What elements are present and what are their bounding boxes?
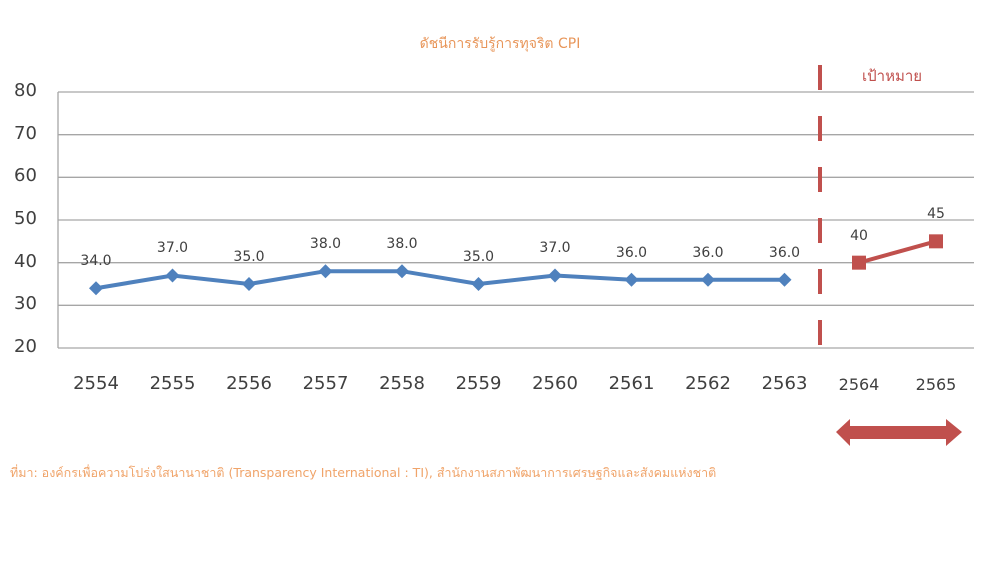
series-actual-line — [89, 264, 792, 296]
x-tick-label: 2559 — [455, 373, 502, 394]
data-point-marker — [929, 234, 943, 249]
chart-title: ดัชนีการรับรู้การทุจริต CPI — [419, 36, 581, 52]
y-tick-label: 40 — [14, 250, 37, 272]
data-label: 34.0 — [80, 253, 112, 270]
x-tick-label: 2558 — [379, 373, 425, 394]
data-label: 35.0 — [233, 249, 265, 265]
x-tick-label: 2557 — [302, 373, 349, 394]
y-tick-label: 50 — [14, 208, 37, 229]
data-label: 40 — [850, 227, 868, 244]
data-label: 36.0 — [615, 244, 648, 261]
data-point-marker — [165, 268, 180, 283]
y-tick-label: 20 — [14, 336, 37, 357]
data-label: 38.0 — [309, 236, 342, 253]
x-tick-label: 2555 — [149, 373, 196, 394]
data-point-marker — [471, 277, 486, 291]
x-tick-label: 2563 — [761, 373, 808, 394]
data-point-marker — [624, 272, 639, 287]
y-tick-label: 30 — [14, 293, 37, 315]
data-label: 36.0 — [768, 244, 801, 261]
data-point-marker — [395, 264, 409, 279]
x-tick-label: 2554 — [73, 373, 119, 394]
data-point-marker — [701, 272, 715, 287]
y-tick-label: 60 — [14, 165, 37, 187]
data-point-marker — [242, 277, 256, 291]
data-label: 38.0 — [386, 236, 418, 253]
double-arrow-icon — [836, 419, 962, 446]
x-tick-label: 2560 — [532, 373, 578, 394]
y-tick-label: 80 — [14, 80, 37, 101]
series-target-line — [852, 234, 943, 270]
x-tick-label: 2565 — [915, 375, 957, 394]
data-label: 36.0 — [692, 244, 724, 261]
x-tick-label: 2556 — [226, 373, 272, 394]
data-point-marker — [852, 255, 866, 270]
data-point-marker — [318, 264, 333, 279]
data-point-marker — [777, 272, 792, 287]
y-tick-label: 70 — [14, 122, 37, 144]
data-point-marker — [548, 268, 562, 283]
data-label: 37.0 — [539, 240, 571, 257]
gridlines — [57, 91, 974, 349]
x-tick-label: 2564 — [838, 375, 880, 394]
data-label: 37.0 — [156, 240, 189, 257]
source-note: ที่มา: องค์กรเพื่อความโปร่งใสนานาชาติ (T… — [10, 465, 717, 480]
data-point-marker — [89, 281, 103, 296]
x-tick-label: 2561 — [608, 373, 655, 394]
target-label: เป้าหมาย — [862, 67, 923, 85]
x-tick-label: 2562 — [685, 373, 731, 394]
data-label: 35.0 — [462, 249, 495, 265]
data-label: 45 — [927, 206, 945, 223]
